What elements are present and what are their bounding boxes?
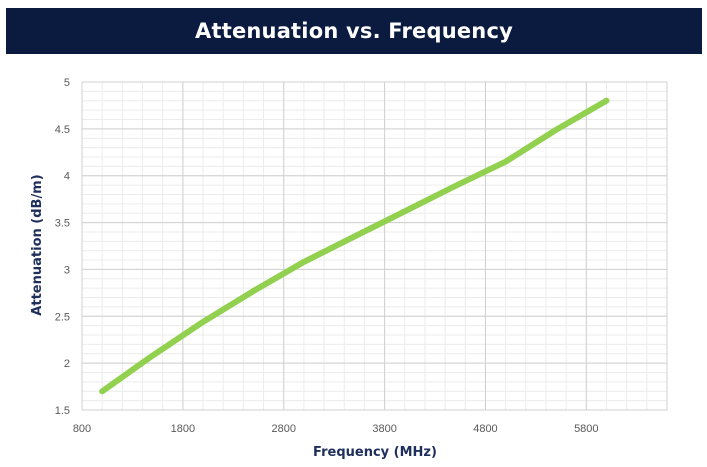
series-layer [102, 101, 606, 392]
x-axis-ticks: 800 1800 2800 3800 4800 5800 [73, 423, 599, 435]
y-tick-label: 4.5 [55, 124, 70, 136]
y-axis-title: Attenuation (dB/m) [30, 174, 45, 315]
x-axis-title: Frequency (MHz) [313, 445, 437, 460]
chart-title-bar: Attenuation vs. Frequency [6, 8, 702, 54]
chart-area: 800 1800 2800 3800 4800 5800 1.5 2 2.5 3 3.5 4 4.5 5… [0, 60, 707, 462]
x-tick-label: 2800 [271, 423, 295, 435]
x-tick-label: 1800 [171, 423, 195, 435]
x-tick-label: 3800 [372, 423, 396, 435]
y-tick-label: 5 [64, 77, 70, 89]
y-tick-label: 4 [64, 171, 70, 183]
y-tick-label: 3.5 [55, 218, 70, 230]
y-tick-label: 2 [64, 358, 70, 370]
y-tick-label: 3 [64, 264, 70, 276]
minor-gridlines [82, 82, 667, 410]
major-gridlines [82, 82, 667, 410]
y-tick-label: 1.5 [55, 405, 70, 417]
y-axis-ticks: 1.5 2 2.5 3 3.5 4 4.5 5 [55, 77, 70, 417]
x-tick-label: 5800 [574, 423, 598, 435]
y-tick-label: 2.5 [55, 311, 70, 323]
line-chart: 800 1800 2800 3800 4800 5800 1.5 2 2.5 3 3.5 4 4.5 5… [0, 60, 707, 462]
series-line [102, 101, 606, 392]
x-tick-label: 800 [73, 423, 91, 435]
x-tick-label: 4800 [473, 423, 497, 435]
chart-title: Attenuation vs. Frequency [195, 19, 513, 43]
